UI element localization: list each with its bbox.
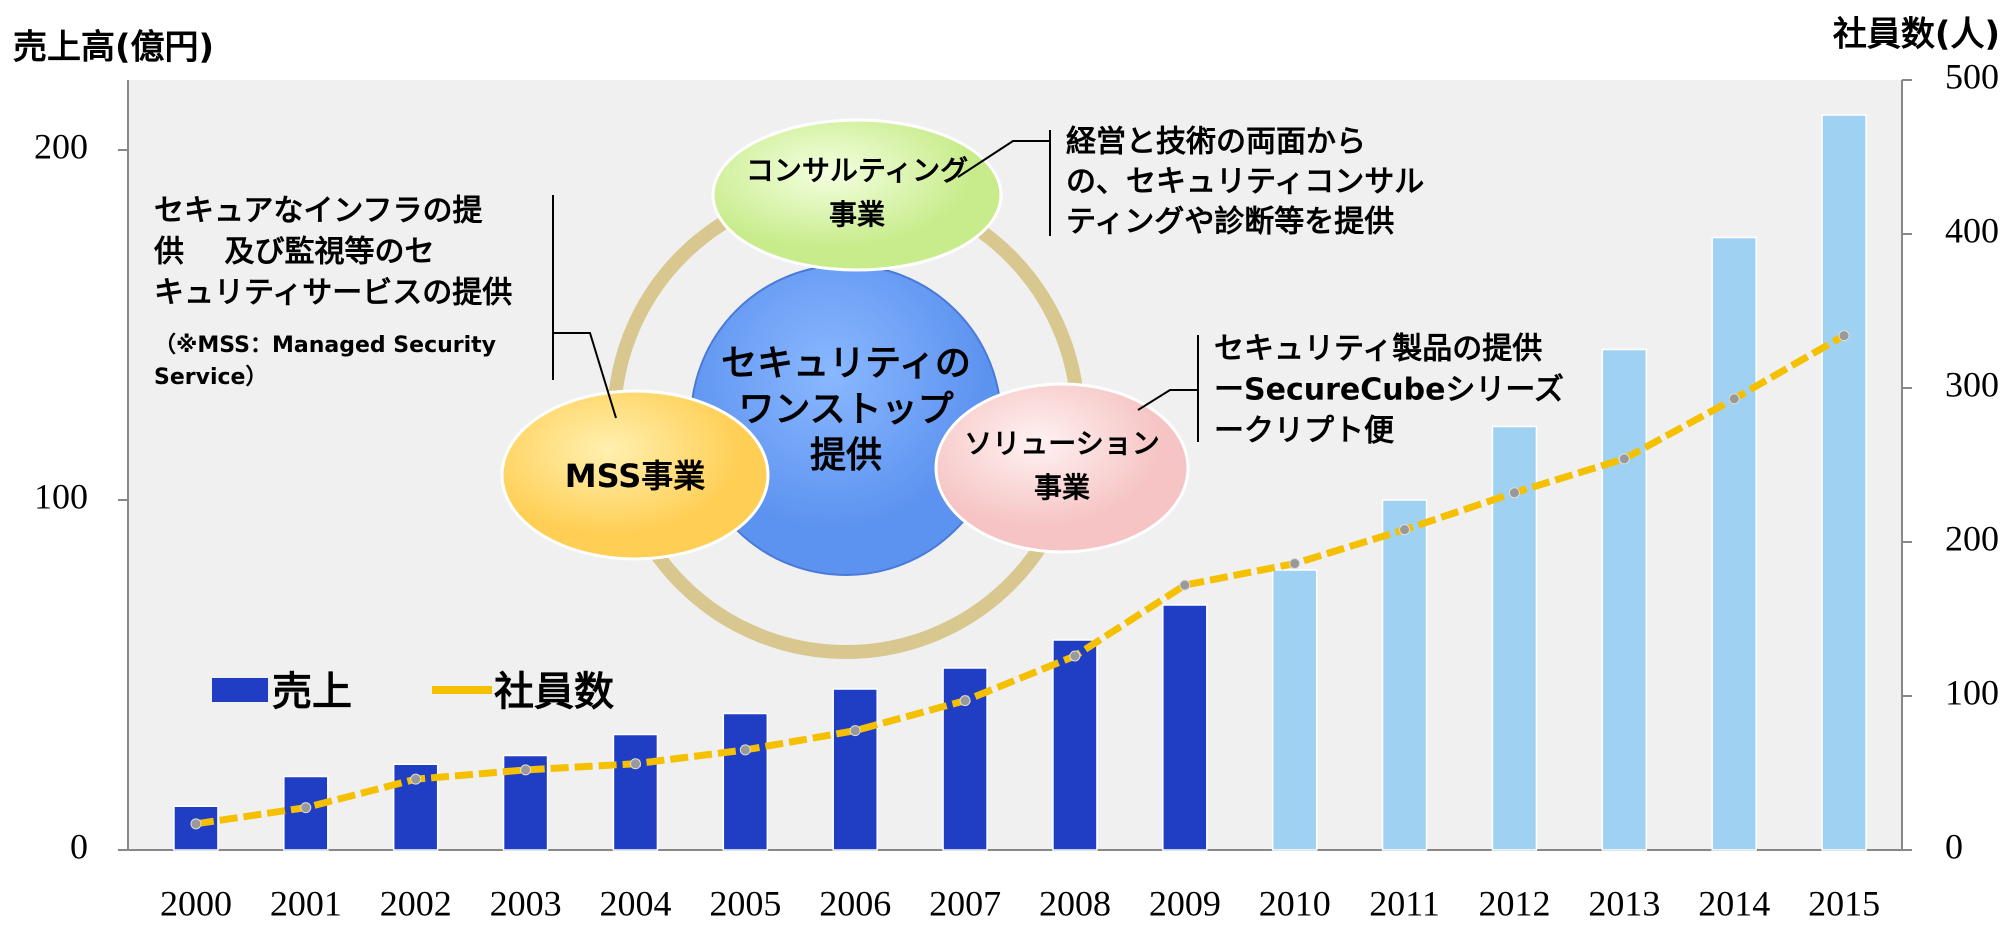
line-marker	[1179, 579, 1191, 591]
x-tick-label: 2014	[1698, 883, 1770, 923]
line-marker	[1728, 393, 1740, 405]
line-marker	[1838, 330, 1850, 342]
leader-line	[553, 332, 617, 419]
bar	[612, 733, 659, 851]
diagram-text: MSS事業	[565, 457, 706, 495]
mss-node	[500, 389, 770, 561]
x-tick-label: 2000	[160, 883, 232, 923]
bar	[1381, 499, 1428, 851]
y2-tick-label: 500	[1945, 56, 1999, 96]
line-marker	[629, 758, 641, 770]
line-marker	[1399, 524, 1411, 536]
diagram-text: コンサルティング	[746, 154, 968, 187]
bar	[1271, 569, 1318, 851]
line-marker	[1508, 487, 1520, 499]
y2-tick-label: 100	[1945, 672, 1999, 712]
y-tick-label: 0	[70, 826, 88, 866]
line-marker	[959, 695, 971, 707]
legend-label: 売上	[272, 669, 352, 715]
bar	[1821, 114, 1867, 851]
bar	[1711, 236, 1757, 851]
x-tick-label: 2007	[929, 883, 1001, 923]
diagram-text: 事業	[829, 198, 885, 231]
diagram-text: セキュリティ製品の提供	[1214, 332, 1542, 367]
x-tick-label: 2010	[1259, 883, 1331, 923]
y-tick-label: 200	[34, 126, 88, 166]
x-tick-label: 2009	[1149, 883, 1221, 923]
x-tick-label: 2005	[709, 883, 781, 923]
diagram-text: ーSecureCubeシリーズ	[1214, 373, 1564, 408]
y-tick-label: 100	[34, 476, 88, 516]
y2-tick-label: 200	[1945, 518, 1999, 558]
diagram-text: セキュリティの	[721, 343, 971, 384]
diagram-text: 経営と技術の両面から	[1066, 125, 1366, 160]
line-marker	[849, 725, 861, 737]
solution-node	[934, 382, 1190, 554]
x-tick-label: 2006	[819, 883, 891, 923]
x-tick-label: 2012	[1478, 883, 1550, 923]
y2-tick-label: 300	[1945, 364, 1999, 404]
bar	[1601, 348, 1648, 851]
diagram-text: 事業	[1034, 471, 1090, 504]
x-tick-label: 2011	[1369, 883, 1440, 923]
x-tick-label: 2008	[1039, 883, 1111, 923]
diagram-text: セキュアなインフラの提	[154, 194, 483, 229]
x-tick-label: 2015	[1808, 883, 1880, 923]
line-marker	[1069, 650, 1081, 662]
legend-swatch	[212, 678, 268, 702]
bar	[1162, 604, 1208, 851]
line-marker	[300, 802, 312, 814]
diagram-text: キュリティサービスの提供	[154, 276, 512, 311]
consulting-node	[711, 118, 1003, 272]
x-tick-label: 2001	[270, 883, 342, 923]
diagram-text: 提供	[810, 435, 882, 476]
x-tick-label: 2013	[1588, 883, 1660, 923]
y2-axis-title: 社員数(人)	[1833, 15, 2000, 55]
bar	[722, 712, 769, 851]
bar	[283, 775, 329, 851]
y2-tick-label: 0	[1945, 826, 1963, 866]
y-axis-title: 売上高(億円)	[13, 28, 214, 68]
line	[195, 332, 1846, 828]
line-marker	[190, 818, 202, 830]
line-marker	[410, 773, 422, 785]
leader-line	[957, 140, 1050, 178]
line-marker	[739, 744, 751, 756]
leader-line	[1137, 389, 1198, 411]
diagram-text: 供 及び監視等のセ	[153, 235, 434, 270]
diagram-text: の、セキュリティコンサル	[1066, 165, 1424, 200]
diagram-text: （※MSS：Managed Security	[154, 333, 496, 358]
x-tick-label: 2002	[380, 883, 452, 923]
diagram-text: ソリューション	[964, 427, 1159, 460]
bar	[1052, 639, 1098, 851]
bar	[832, 688, 878, 851]
x-tick-label: 2004	[599, 883, 671, 923]
legend-label: 社員数	[494, 669, 614, 715]
diagram-text: ワンストップ	[738, 389, 953, 430]
line-marker	[520, 764, 532, 776]
diagram-text: ークリプト便	[1214, 414, 1395, 449]
diagram: セキュリティのワンストップ提供コンサルティング事業MSS事業ソリューション事業経…	[153, 118, 1564, 659]
line-marker	[1289, 558, 1301, 570]
x-tick-label: 2003	[490, 883, 562, 923]
line-marker	[1618, 453, 1630, 465]
diagram-text: ティングや診断等を提供	[1066, 205, 1394, 240]
diagram-text: Service）	[154, 365, 267, 390]
y2-tick-label: 400	[1945, 210, 1999, 250]
